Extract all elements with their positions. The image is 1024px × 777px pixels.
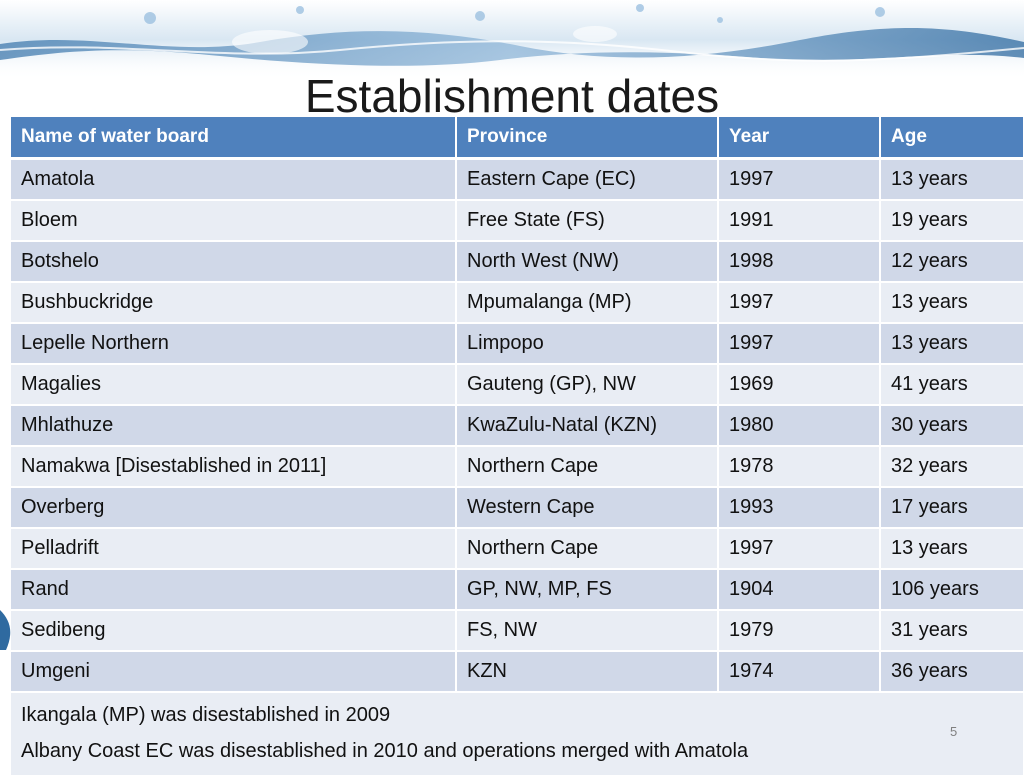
cell-age: 36 years <box>880 651 1024 693</box>
water-splash-edge <box>0 610 11 650</box>
establishment-table-container: Name of water board Province Year Age Am… <box>11 117 1024 777</box>
cell-year: 1991 <box>718 200 881 242</box>
cell-age: 31 years <box>880 610 1024 652</box>
cell-province: Free State (FS) <box>456 200 719 242</box>
column-header-year: Year <box>718 117 881 160</box>
notes-cell: Ikangala (MP) was disestablished in 2009… <box>11 692 1024 777</box>
cell-age: 17 years <box>880 487 1024 529</box>
cell-year: 1997 <box>718 282 881 324</box>
table-row: Botshelo North West (NW) 1998 12 years <box>11 241 1024 283</box>
cell-age: 12 years <box>880 241 1024 283</box>
cell-name: Rand <box>11 569 457 611</box>
notes-row: Ikangala (MP) was disestablished in 2009… <box>11 692 1024 777</box>
table-row: Overberg Western Cape 1993 17 years <box>11 487 1024 529</box>
cell-name: Pelladrift <box>11 528 457 570</box>
cell-province: Western Cape <box>456 487 719 529</box>
cell-province: Northern Cape <box>456 528 719 570</box>
cell-name: Botshelo <box>11 241 457 283</box>
cell-name: Umgeni <box>11 651 457 693</box>
cell-age: 30 years <box>880 405 1024 447</box>
cell-name: Namakwa [Disestablished in 2011] <box>11 446 457 488</box>
cell-province: Limpopo <box>456 323 719 365</box>
cell-age: 32 years <box>880 446 1024 488</box>
cell-year: 1998 <box>718 241 881 283</box>
cell-province: GP, NW, MP, FS <box>456 569 719 611</box>
column-header-name: Name of water board <box>11 117 457 160</box>
cell-age: 13 years <box>880 282 1024 324</box>
cell-year: 1979 <box>718 610 881 652</box>
cell-year: 1997 <box>718 323 881 365</box>
cell-age: 13 years <box>880 528 1024 570</box>
table-row: Mhlathuze KwaZulu-Natal (KZN) 1980 30 years <box>11 405 1024 447</box>
cell-age: 106 years <box>880 569 1024 611</box>
note-ikangala: Ikangala (MP) was disestablished in 2009 <box>21 704 391 726</box>
establishment-table: Name of water board Province Year Age Am… <box>11 117 1024 777</box>
cell-name: Amatola <box>11 158 457 201</box>
table-body: Amatola Eastern Cape (EC) 1997 13 years Bloe… <box>11 158 1024 693</box>
cell-year: 1978 <box>718 446 881 488</box>
cell-year: 1997 <box>718 158 881 201</box>
cell-province: Eastern Cape (EC) <box>456 158 719 201</box>
column-header-age: Age <box>880 117 1024 160</box>
water-splash-banner <box>0 0 1024 80</box>
cell-name: Sedibeng <box>11 610 457 652</box>
cell-province: North West (NW) <box>456 241 719 283</box>
slide-title: Establishment dates <box>304 70 720 122</box>
table-row: Bloem Free State (FS) 1991 19 years <box>11 200 1024 242</box>
slide-number: 5 <box>950 724 958 739</box>
table-row: Bushbuckridge Mpumalanga (MP) 1997 13 years <box>11 282 1024 324</box>
table-row: Pelladrift Northern Cape 1997 13 years <box>11 528 1024 570</box>
column-header-province: Province <box>456 117 719 160</box>
table-row: Magalies Gauteng (GP), NW 1969 41 years <box>11 364 1024 406</box>
cell-name: Magalies <box>11 364 457 406</box>
cell-age: 13 years <box>880 158 1024 201</box>
cell-year: 1969 <box>718 364 881 406</box>
table-row: Sedibeng FS, NW 1979 31 years <box>11 610 1024 652</box>
cell-name: Overberg <box>11 487 457 529</box>
cell-age: 19 years <box>880 200 1024 242</box>
cell-province: Mpumalanga (MP) <box>456 282 719 324</box>
table-header-row: Name of water board Province Year Age <box>11 117 1024 160</box>
table-row: Rand GP, NW, MP, FS 1904 106 years <box>11 569 1024 611</box>
table-row: Lepelle Northern Limpopo 1997 13 years <box>11 323 1024 365</box>
cell-name: Lepelle Northern <box>11 323 457 365</box>
table-row: Amatola Eastern Cape (EC) 1997 13 years <box>11 158 1024 201</box>
note-albany-coast: Albany Coast EC was disestablished in 20… <box>21 740 749 762</box>
cell-age: 13 years <box>880 323 1024 365</box>
table-row: Namakwa [Disestablished in 2011] Northern… <box>11 446 1024 488</box>
cell-province: FS, NW <box>456 610 719 652</box>
cell-province: Northern Cape <box>456 446 719 488</box>
cell-year: 1980 <box>718 405 881 447</box>
cell-year: 1904 <box>718 569 881 611</box>
cell-province: KwaZulu-Natal (KZN) <box>456 405 719 447</box>
table-row: Umgeni KZN 1974 36 years <box>11 651 1024 693</box>
cell-year: 1993 <box>718 487 881 529</box>
cell-name: Mhlathuze <box>11 405 457 447</box>
cell-year: 1974 <box>718 651 881 693</box>
cell-name: Bloem <box>11 200 457 242</box>
cell-province: Gauteng (GP), NW <box>456 364 719 406</box>
cell-year: 1997 <box>718 528 881 570</box>
cell-province: KZN <box>456 651 719 693</box>
cell-age: 41 years <box>880 364 1024 406</box>
cell-name: Bushbuckridge <box>11 282 457 324</box>
